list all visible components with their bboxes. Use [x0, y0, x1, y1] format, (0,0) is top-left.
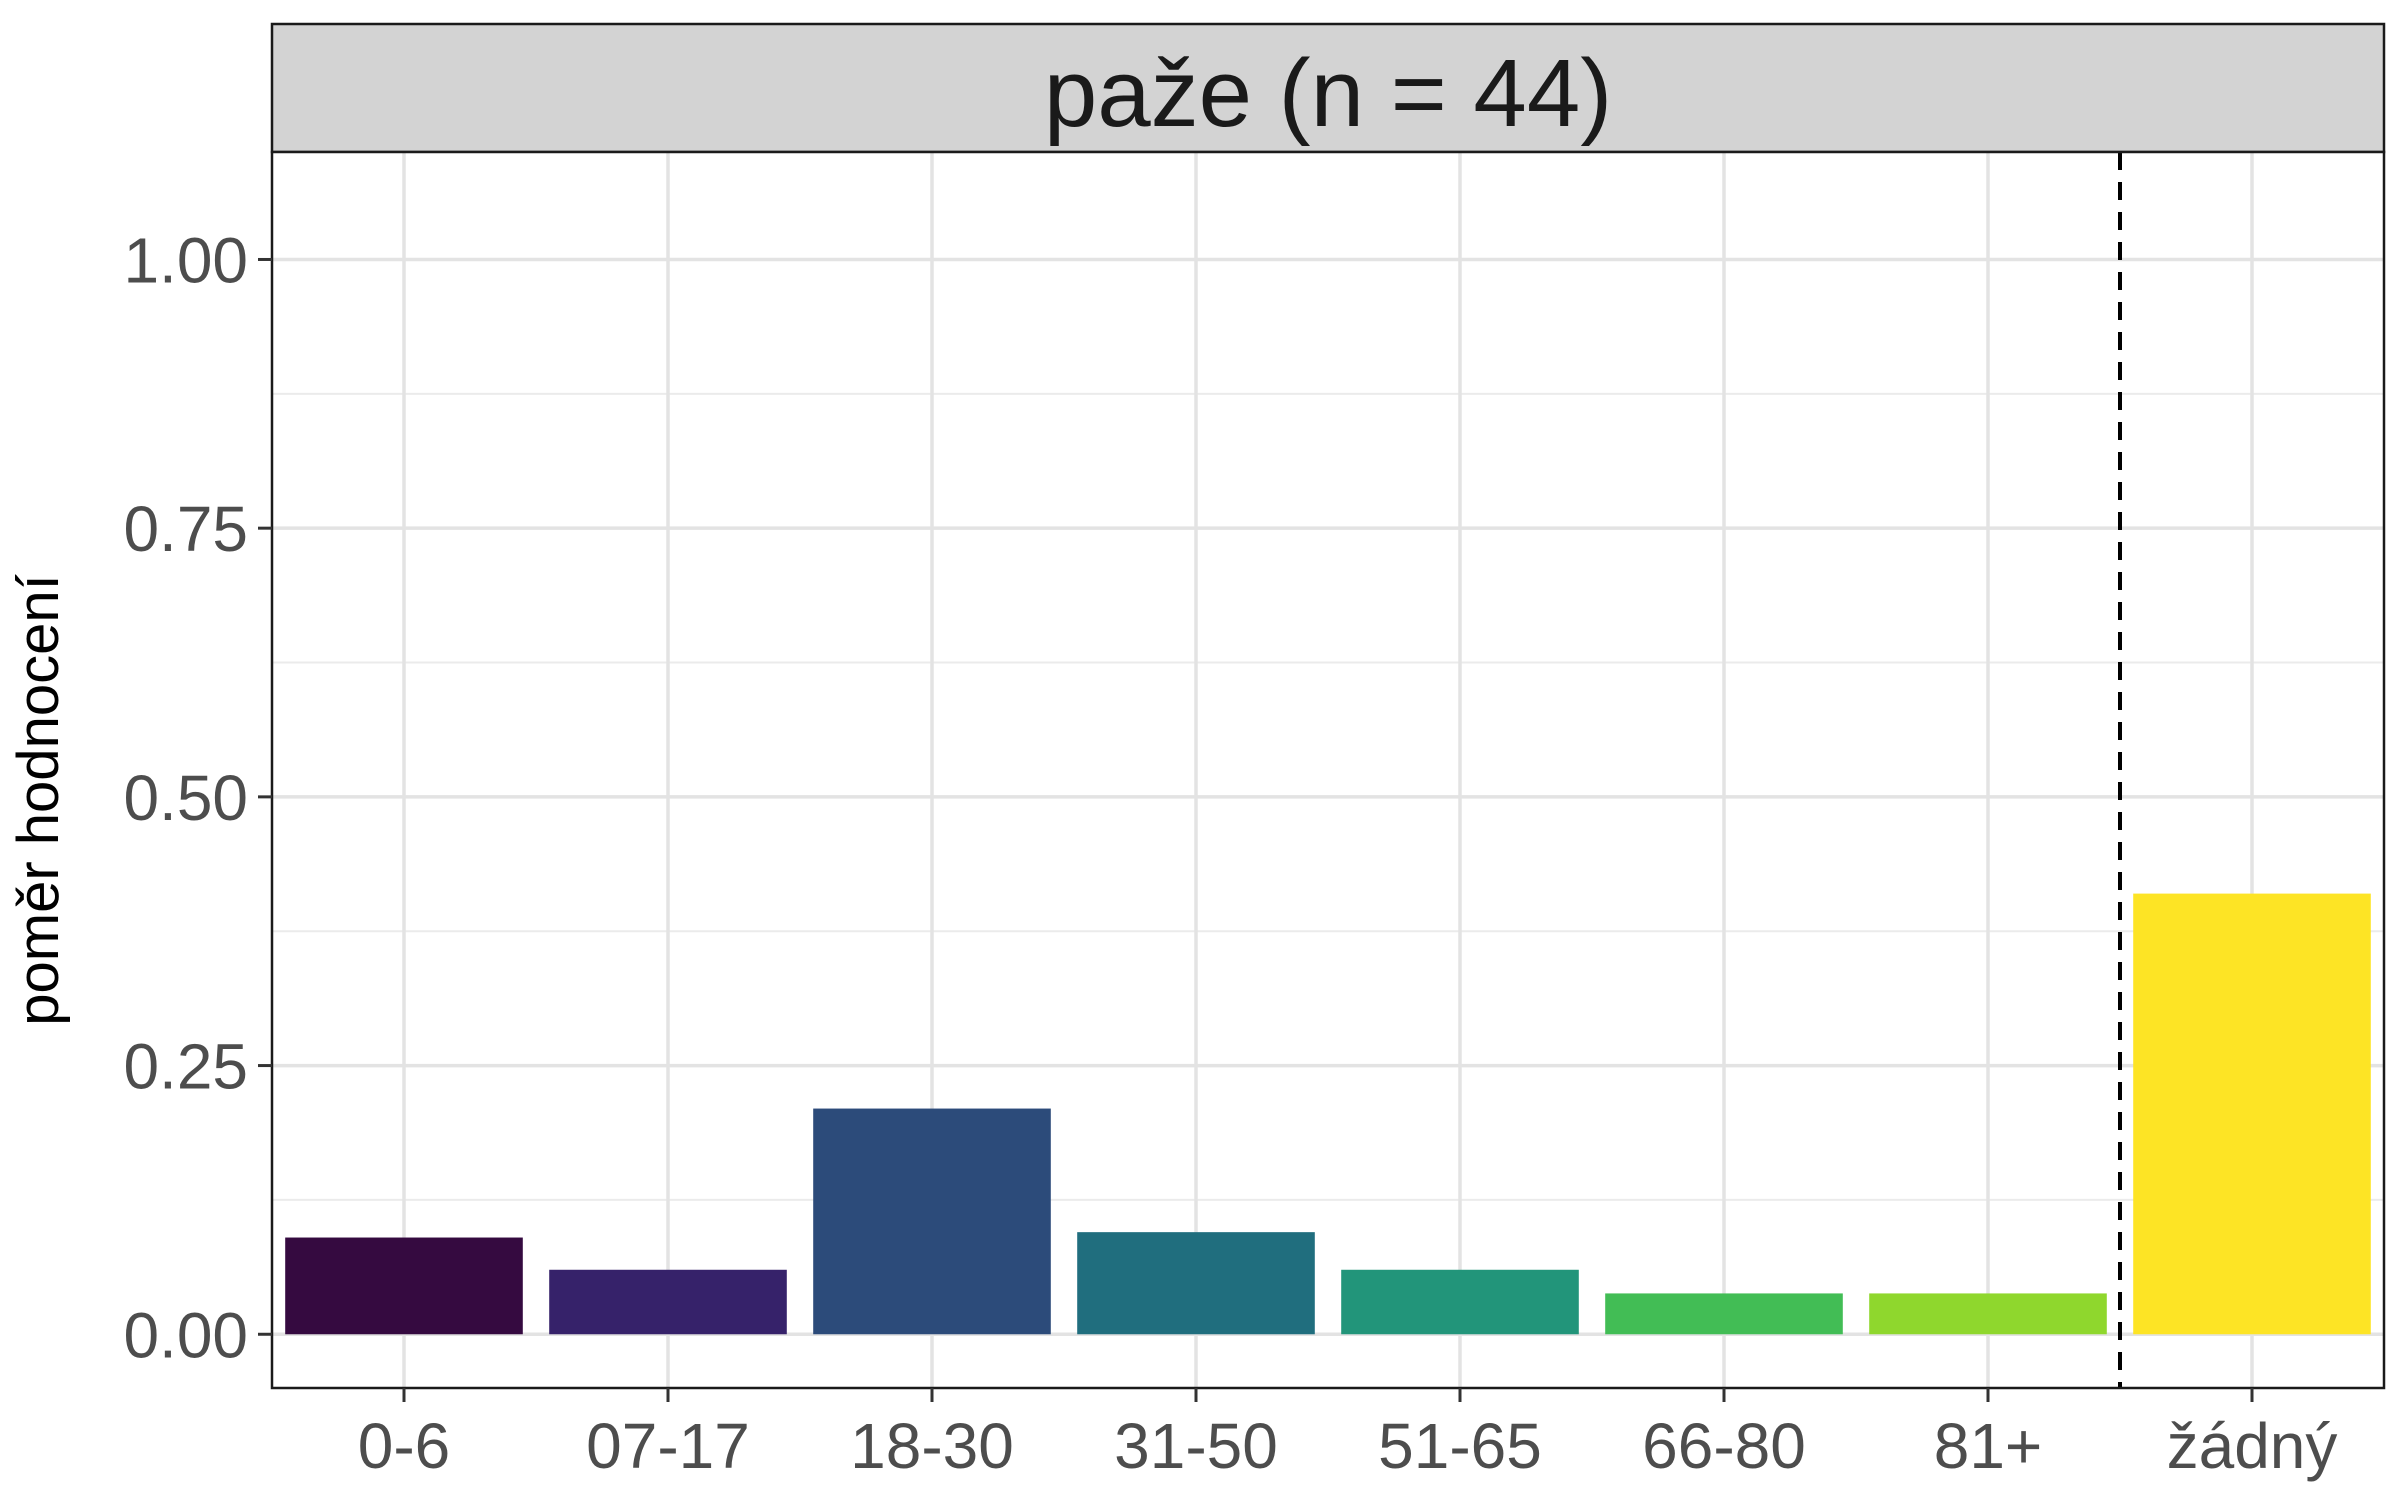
bar-1	[285, 1237, 523, 1335]
x-tick-label: 81+	[1934, 1410, 2043, 1482]
x-tick-label: 18-30	[850, 1410, 1014, 1482]
facet-strip	[270, 22, 2386, 154]
plot-panel	[272, 152, 2384, 1388]
bar-2	[549, 1269, 787, 1335]
y-axis-title: poměr hodnocení	[6, 574, 71, 1025]
bar-7	[1869, 1293, 2107, 1335]
x-tick-label: 51-65	[1378, 1410, 1542, 1482]
bar-3	[813, 1108, 1051, 1335]
grid-lines	[272, 152, 2384, 1388]
bar-5	[1341, 1269, 1579, 1335]
y-tick-label: 0.25	[123, 1031, 248, 1103]
bar-8	[2133, 893, 2371, 1335]
chart-title: paže (n = 44)	[1044, 40, 1612, 147]
y-tick-labels: 0.00 0.25 0.50 0.75 1.00	[123, 224, 248, 1371]
x-tick-label: 66-80	[1642, 1410, 1806, 1482]
x-tick-label: 07-17	[586, 1410, 750, 1482]
bars	[285, 893, 2371, 1335]
y-tick-label: 0.50	[123, 762, 248, 834]
y-tick-label: 0.75	[123, 493, 248, 565]
ticks	[258, 257, 2254, 1402]
x-tick-labels: 0-6 07-17 18-30 31-50 51-65 66-80 81+ žádný	[358, 1410, 2338, 1482]
plot-border	[270, 150, 2386, 1390]
bar-4	[1077, 1232, 1315, 1335]
bar-6	[1605, 1293, 1843, 1335]
y-tick-label: 0.00	[123, 1299, 248, 1371]
x-tick-label: 31-50	[1114, 1410, 1278, 1482]
y-tick-label: 1.00	[123, 224, 248, 296]
x-tick-label: žádný	[2167, 1410, 2338, 1482]
x-tick-label: 0-6	[358, 1410, 451, 1482]
